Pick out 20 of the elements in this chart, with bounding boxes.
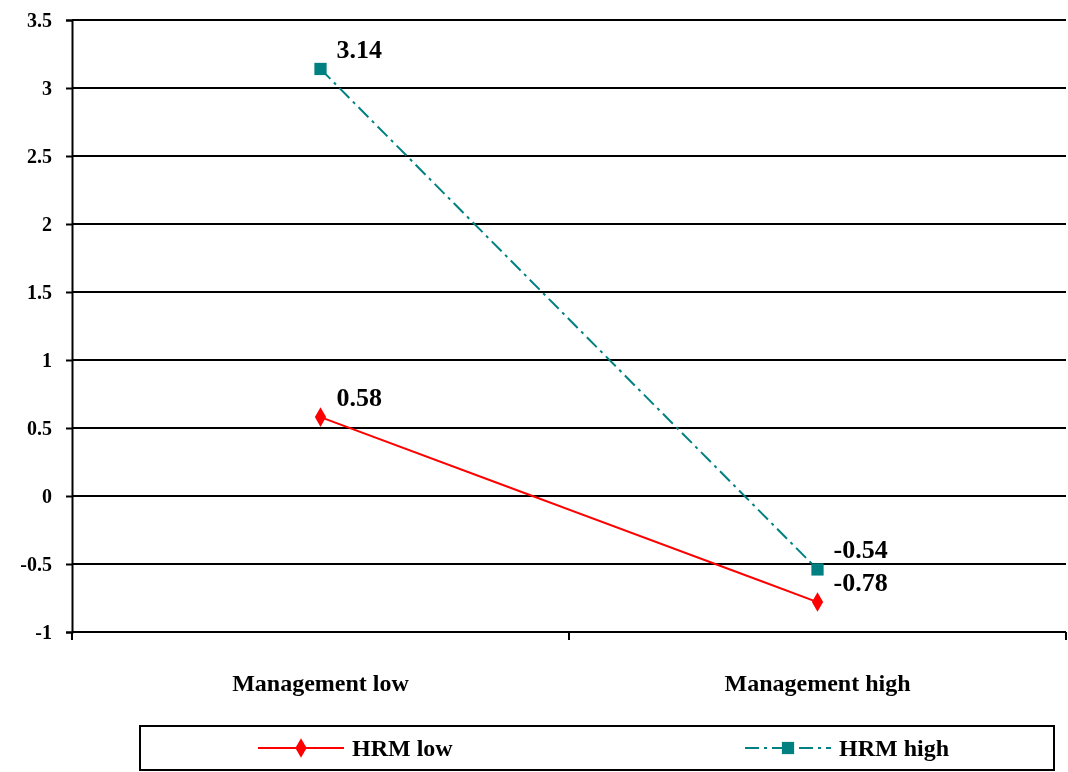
y-tick-label: 3.5 [27,8,52,31]
y-tick-label: -0.5 [20,552,52,575]
y-tick-label: 0.5 [27,416,52,439]
data-label: 3.14 [336,34,382,64]
x-tick-label: Management high [724,670,911,697]
legend-label: HRM high [839,735,950,761]
legend-label: HRM low [352,735,454,761]
point [811,563,824,576]
y-tick-label: 0 [42,484,52,507]
data-label: -0.78 [833,568,888,598]
y-tick-label: 2.5 [27,144,52,167]
x-tick-label: Management low [232,670,410,697]
data-label: 0.58 [336,383,382,413]
y-tick-label: 1.5 [27,280,52,303]
y-tick-label: 3 [42,76,52,99]
y-tick-label: -1 [35,620,52,643]
data-label: -0.54 [833,535,888,565]
y-tick-label: 2 [42,212,52,235]
y-tick-label: 1 [42,348,52,371]
point [314,62,327,76]
